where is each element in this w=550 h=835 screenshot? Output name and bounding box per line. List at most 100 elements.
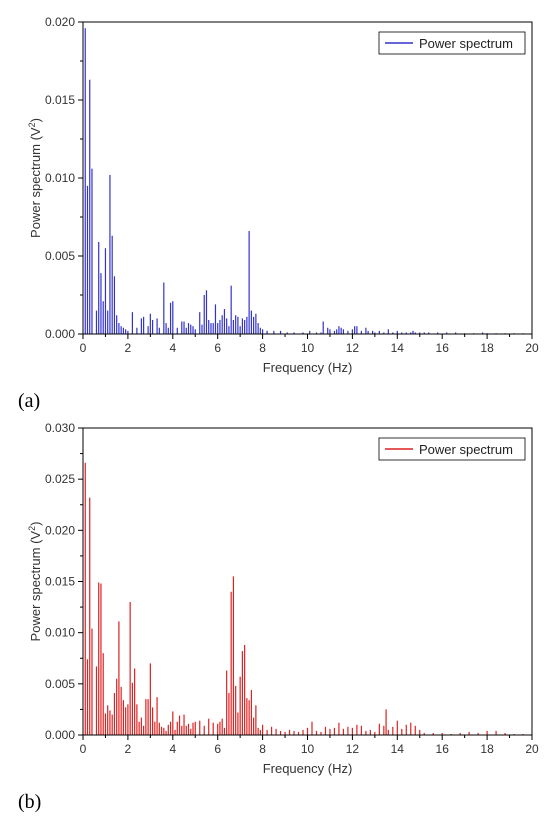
- chart-b-bar: [212, 722, 214, 735]
- chart-a-bar: [322, 321, 324, 334]
- chart-a-x-tick-label: 0: [80, 341, 87, 355]
- chart-b-y-tick-label: 0.010: [45, 626, 75, 640]
- chart-a-y-tick-label: 0.005: [45, 249, 75, 263]
- chart-a-bar: [98, 241, 100, 334]
- chart-b-bar: [138, 721, 140, 735]
- chart-a-bar: [293, 332, 295, 334]
- chart-b-y-axis-title: Power spectrum (V2): [27, 522, 43, 642]
- chart-a-x-tick-label: 10: [301, 341, 315, 355]
- chart-b-bar: [522, 733, 524, 735]
- chart-a-y-tick-label: 0.015: [45, 93, 75, 107]
- chart-a-bar: [320, 332, 322, 334]
- chart-b-bar: [89, 497, 91, 735]
- chart-a-bar: [223, 309, 226, 334]
- chart-b-bar: [253, 717, 255, 735]
- chart-b-bar: [160, 726, 163, 735]
- chart-b-x-tick-label: 14: [391, 742, 405, 756]
- chart-b-bar: [129, 601, 131, 735]
- chart-a-bar: [214, 304, 217, 334]
- chart-a-x-axis-title: Frequency (Hz): [263, 360, 353, 375]
- chart-a-bar: [257, 323, 259, 334]
- chart-b-bar: [266, 729, 268, 735]
- chart-a-bar: [372, 330, 374, 334]
- chart-b-bar: [347, 726, 349, 735]
- chart-a-bar: [365, 327, 367, 334]
- chart-b-bar: [98, 582, 100, 735]
- chart-a-bar: [455, 332, 457, 334]
- chart-b-bar: [143, 725, 145, 735]
- chart-b-y-tick-label: 0.030: [45, 421, 75, 435]
- chart-a-bar: [437, 332, 439, 334]
- chart-a-bar: [279, 330, 282, 334]
- chart-b-bar: [172, 711, 174, 735]
- chart-b-bar: [297, 731, 300, 735]
- chart-a-bar: [158, 327, 160, 334]
- chart-b-bar: [165, 730, 167, 735]
- chart-b-bar: [100, 583, 102, 735]
- chart-b-bar: [149, 663, 151, 735]
- chart-b-bar: [259, 729, 261, 735]
- chart-a-bar: [405, 332, 407, 334]
- chart-a-bar: [228, 326, 230, 334]
- chart-b-bar: [109, 710, 111, 735]
- chart-a: 0 2 4 6 8 10 12 14 16 18 20 0.000 0.005 0.010 0.015 0.0…: [18, 15, 539, 412]
- chart-a-bar: [351, 329, 353, 334]
- chart-a-bar: [333, 330, 336, 334]
- chart-b-bar: [329, 728, 331, 735]
- chart-a-bar: [410, 332, 412, 334]
- chart-a-bar: [241, 318, 243, 334]
- chart-a-panel-label: (a): [18, 390, 40, 412]
- chart-b-bar: [392, 726, 394, 735]
- chart-b-bar: [122, 700, 125, 735]
- chart-a-bar: [113, 276, 116, 334]
- chart-a-bar: [230, 285, 232, 334]
- chart-a-bar: [183, 321, 185, 334]
- chart-a-bar: [104, 248, 107, 334]
- chart-a-bar: [199, 312, 201, 334]
- chart-a-bar: [338, 326, 340, 334]
- chart-a-bar: [203, 295, 205, 334]
- chart-b-bar: [342, 728, 345, 735]
- chart-a-bar: [147, 326, 149, 334]
- chart-a-bars: [84, 28, 524, 335]
- chart-a-bar: [412, 330, 414, 334]
- chart-a-bar: [122, 327, 125, 334]
- chart-b-bar: [360, 725, 362, 735]
- chart-a-bar: [392, 332, 394, 334]
- chart-b-y-tick-label: 0.020: [45, 523, 75, 537]
- chart-a-bar: [374, 332, 376, 334]
- chart-a-bar: [210, 323, 212, 334]
- chart-a-bar: [127, 330, 129, 334]
- chart-a-x-tick-label: 16: [436, 341, 450, 355]
- chart-b-bar: [230, 591, 232, 735]
- chart-a-bar: [248, 231, 250, 334]
- chart-b-bar: [107, 705, 109, 735]
- chart-a-bar: [235, 315, 237, 334]
- chart-a-bar: [205, 290, 208, 334]
- chart-b: 0 2 4 6 8 10 12 14 16 18 20 0.000 0.005 0.010 0.015 0.0…: [18, 421, 539, 813]
- chart-a-bar: [91, 168, 93, 334]
- chart-a-bar: [116, 315, 118, 334]
- chart-a-bar: [383, 332, 385, 334]
- chart-a-bar: [423, 332, 425, 334]
- chart-a-bar: [165, 323, 167, 334]
- chart-a-bar: [244, 319, 246, 334]
- chart-a-x-tick-label: 18: [480, 341, 494, 355]
- chart-b-bar: [405, 724, 407, 735]
- chart-b-bar: [174, 729, 176, 735]
- chart-b-bar: [235, 685, 237, 735]
- chart-a-bar: [201, 324, 203, 334]
- chart-a-bar: [428, 332, 430, 334]
- chart-b-legend: Power spectrum: [378, 437, 526, 461]
- chart-b-bar: [194, 721, 196, 735]
- chart-b-bar: [154, 721, 156, 735]
- chart-b-bar: [208, 718, 210, 735]
- chart-b-bar: [131, 682, 133, 735]
- chart-b-x-tick-label: 12: [346, 742, 360, 756]
- chart-b-bar: [324, 726, 327, 735]
- chart-b-bar: [385, 709, 387, 735]
- chart-a-bar: [266, 330, 268, 334]
- chart-a-bar: [239, 326, 241, 334]
- chart-a-bar: [102, 301, 104, 334]
- chart-a-bar: [387, 329, 389, 334]
